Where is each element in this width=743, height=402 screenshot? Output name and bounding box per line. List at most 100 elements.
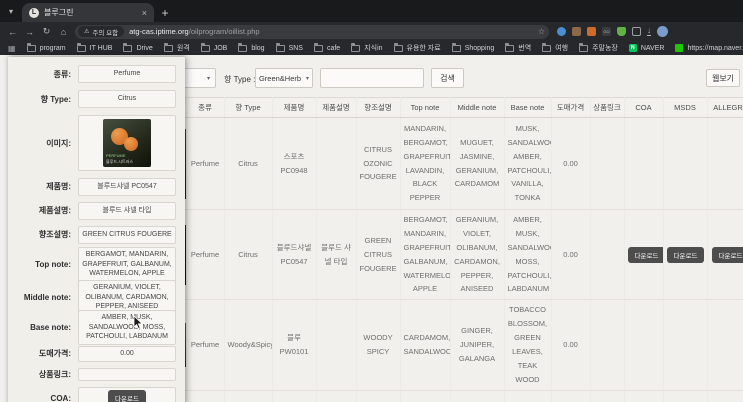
search-button[interactable]: 검색 [431,68,464,88]
browser-tab-active[interactable]: L 블루그린 × [22,3,154,22]
extension-icon-brown[interactable] [572,27,581,36]
mouse-cursor [133,315,143,330]
cell-price: 0.00 [551,117,591,210]
desc-input[interactable]: 블루드 샤넬 타입 [78,201,176,220]
folder-icon [393,42,403,52]
table-row[interactable]: Perfume Woody&Spicy 블루 PW0101 WOODY SPIC… [150,299,743,391]
web-view-button[interactable]: 웹보기 [706,69,740,87]
cell-msds: 다운로드 [663,209,708,301]
cell-middle-note: GINGER, JUNIPER, GALANGA [450,299,505,391]
image-caption: 블루드-시트러스 [106,158,134,164]
folder-icon [351,42,361,52]
bookmark-folder[interactable]: 원격 [163,42,190,53]
forward-icon[interactable]: → [25,26,34,37]
table-row[interactable]: Perfume Citrus 스포츠 PC0948 CITRUS OZONIC … [150,117,743,210]
bookmark-folder[interactable]: IT HUB [76,42,112,52]
cell-desc: 블루드 샤넬 타입 [316,209,357,301]
browser-toolbar: ← → ↻ ⌂ ⚠ 주의 요함 atg-cas.iptime.org/oilpr… [0,22,743,41]
msds-download-button[interactable]: 다운로드 [666,246,705,263]
warning-icon: ⚠ [84,29,90,35]
kind-label: 종류: [53,69,71,79]
table-row[interactable]: Perfume Citrus 블루드샤넬 PC0547 블루드 샤넬 타입 GR… [150,209,743,301]
bookmark-naver[interactable]: N NAVER [628,44,664,52]
tab-search-chevron-icon[interactable]: ▾ [8,6,13,16]
bookmark-folder[interactable]: 번역 [505,42,531,53]
extension-icon-blue[interactable] [557,27,566,36]
profile-avatar[interactable] [657,26,668,37]
bookmark-star-icon[interactable]: ☆ [537,27,545,36]
home-icon[interactable]: ⌂ [60,26,67,37]
tab-close-icon[interactable]: × [141,7,147,18]
bookmark-folder[interactable]: cafe [313,42,340,52]
link-input[interactable] [78,367,176,381]
folder-icon [200,42,210,52]
url-path: /oilprogram/oillist.php [188,27,260,36]
table-header-row: 종류 향 Type 제품명 제품설명 향조설명 Top note Middle … [150,97,743,118]
type-select[interactable]: Citrus [78,90,176,108]
cell-desc [316,299,357,391]
extension-cluster: GO ↓ [557,26,668,37]
top-note-label: Top note: [35,260,71,269]
cell-name: 세드라 DW0725 [272,390,317,402]
accord-input[interactable]: GREEN CITRUS FOUGERE [78,225,176,244]
cell-top-note: CYPRESS, ELEMI, LABDANUM [400,390,451,402]
bookmark-folder[interactable]: 주말농장 [579,42,618,53]
coa-label: COA: [50,393,71,402]
bookmark-folder[interactable]: blog [238,42,265,52]
product-table: 종류 향 Type 제품명 제품설명 향조설명 Top note Middle … [150,97,743,402]
bookmark-folder[interactable]: SNS [275,42,303,52]
site-warning-badge[interactable]: ⚠ 주의 요함 [78,26,125,37]
name-input[interactable]: 블루드샤넬 PC0547 [78,177,176,196]
cell-name: 스포츠 PC0948 [272,117,317,210]
middle-note-label: Middle note: [23,293,71,302]
bookmark-folder[interactable]: program [26,42,66,52]
new-tab-button[interactable]: + [161,5,169,20]
cell-coa [624,117,664,210]
coa-download-button[interactable]: 다운로드 [108,390,146,402]
cell-coa: 다운로드 [624,209,664,301]
downloads-icon[interactable]: ↓ [647,26,651,36]
middle-note-input[interactable]: GERANIUM, VIOLET, OLIBANUM, CARDAMON, PE… [78,280,176,315]
bookmark-folder[interactable]: Drive [123,42,153,52]
address-bar[interactable]: ⚠ 주의 요함 atg-cas.iptime.org/oilprogram/oi… [75,24,549,39]
column-header: 종류 [186,97,225,118]
cell-link [590,209,625,301]
coa-download-button[interactable]: 다운로드 [627,246,662,263]
price-input[interactable]: 0.00 [78,345,176,362]
apps-grid-icon[interactable]: ▦ [8,43,16,53]
table-row[interactable]: Diffuser Woody&Spicy 세드라 DW0725 조말론 인센스 … [150,390,743,402]
cell-base-note: TOBACCO BLOSSOM, GREEN LEAVES, TEAK WOOD [504,299,552,391]
extension-icon-go[interactable]: GO [602,27,611,36]
bookmark-folder[interactable]: Shopping [451,42,494,52]
kind-select[interactable]: Perfume [78,65,176,83]
reload-icon[interactable]: ↻ [42,26,51,36]
cell-type: Citrus [224,117,273,210]
bookmark-folder[interactable]: 지식in [351,42,383,53]
search-input[interactable] [320,68,424,88]
shield-extension-icon[interactable] [617,27,626,36]
bookmark-folder[interactable]: 유용한 자료 [393,42,441,53]
chevron-down-icon: ▾ [206,75,210,82]
puzzle-extensions-icon[interactable] [632,27,641,36]
cell-allegre: 다운로드 [707,209,743,301]
tab-title: 블루그린 [44,8,74,17]
bookmark-folder[interactable]: 여행 [542,42,568,53]
cell-msds [663,117,708,210]
bookmark-naver-map[interactable]: https://map.naver.c... [675,44,743,52]
type-filter-select[interactable]: Green&Herb ▾ [255,68,313,88]
cell-accord: GREEN CITRUS FOUGERE [356,209,401,301]
back-icon[interactable]: ← [8,26,17,37]
page-content: ▾ 향 Type : Green&Herb ▾ 검색 웹보기 종류 향 Type… [0,55,743,402]
base-note-input[interactable]: AMBER, MUSK, SANDALWOOD, MOSS, PATCHOULI… [78,310,176,345]
base-note-label: Base note: [30,323,71,332]
bookmark-folder[interactable]: JOB [200,42,227,52]
allegre-download-button[interactable]: 다운로드 [711,246,743,263]
column-header: MSDS [663,97,708,118]
accord-label: 향조설명: [38,230,71,239]
cell-coa [624,390,664,402]
extension-icon-orange[interactable] [587,27,596,36]
image-field[interactable]: PERFUME 블루드-시트러스 [78,115,176,171]
top-note-input[interactable]: BERGAMOT, MANDARIN, GRAPEFRUIT, GALBANUM… [78,247,176,282]
column-header: 향조설명 [356,97,401,118]
cell-top-note: CARDAMOM, SANDALWOOD [400,299,451,391]
